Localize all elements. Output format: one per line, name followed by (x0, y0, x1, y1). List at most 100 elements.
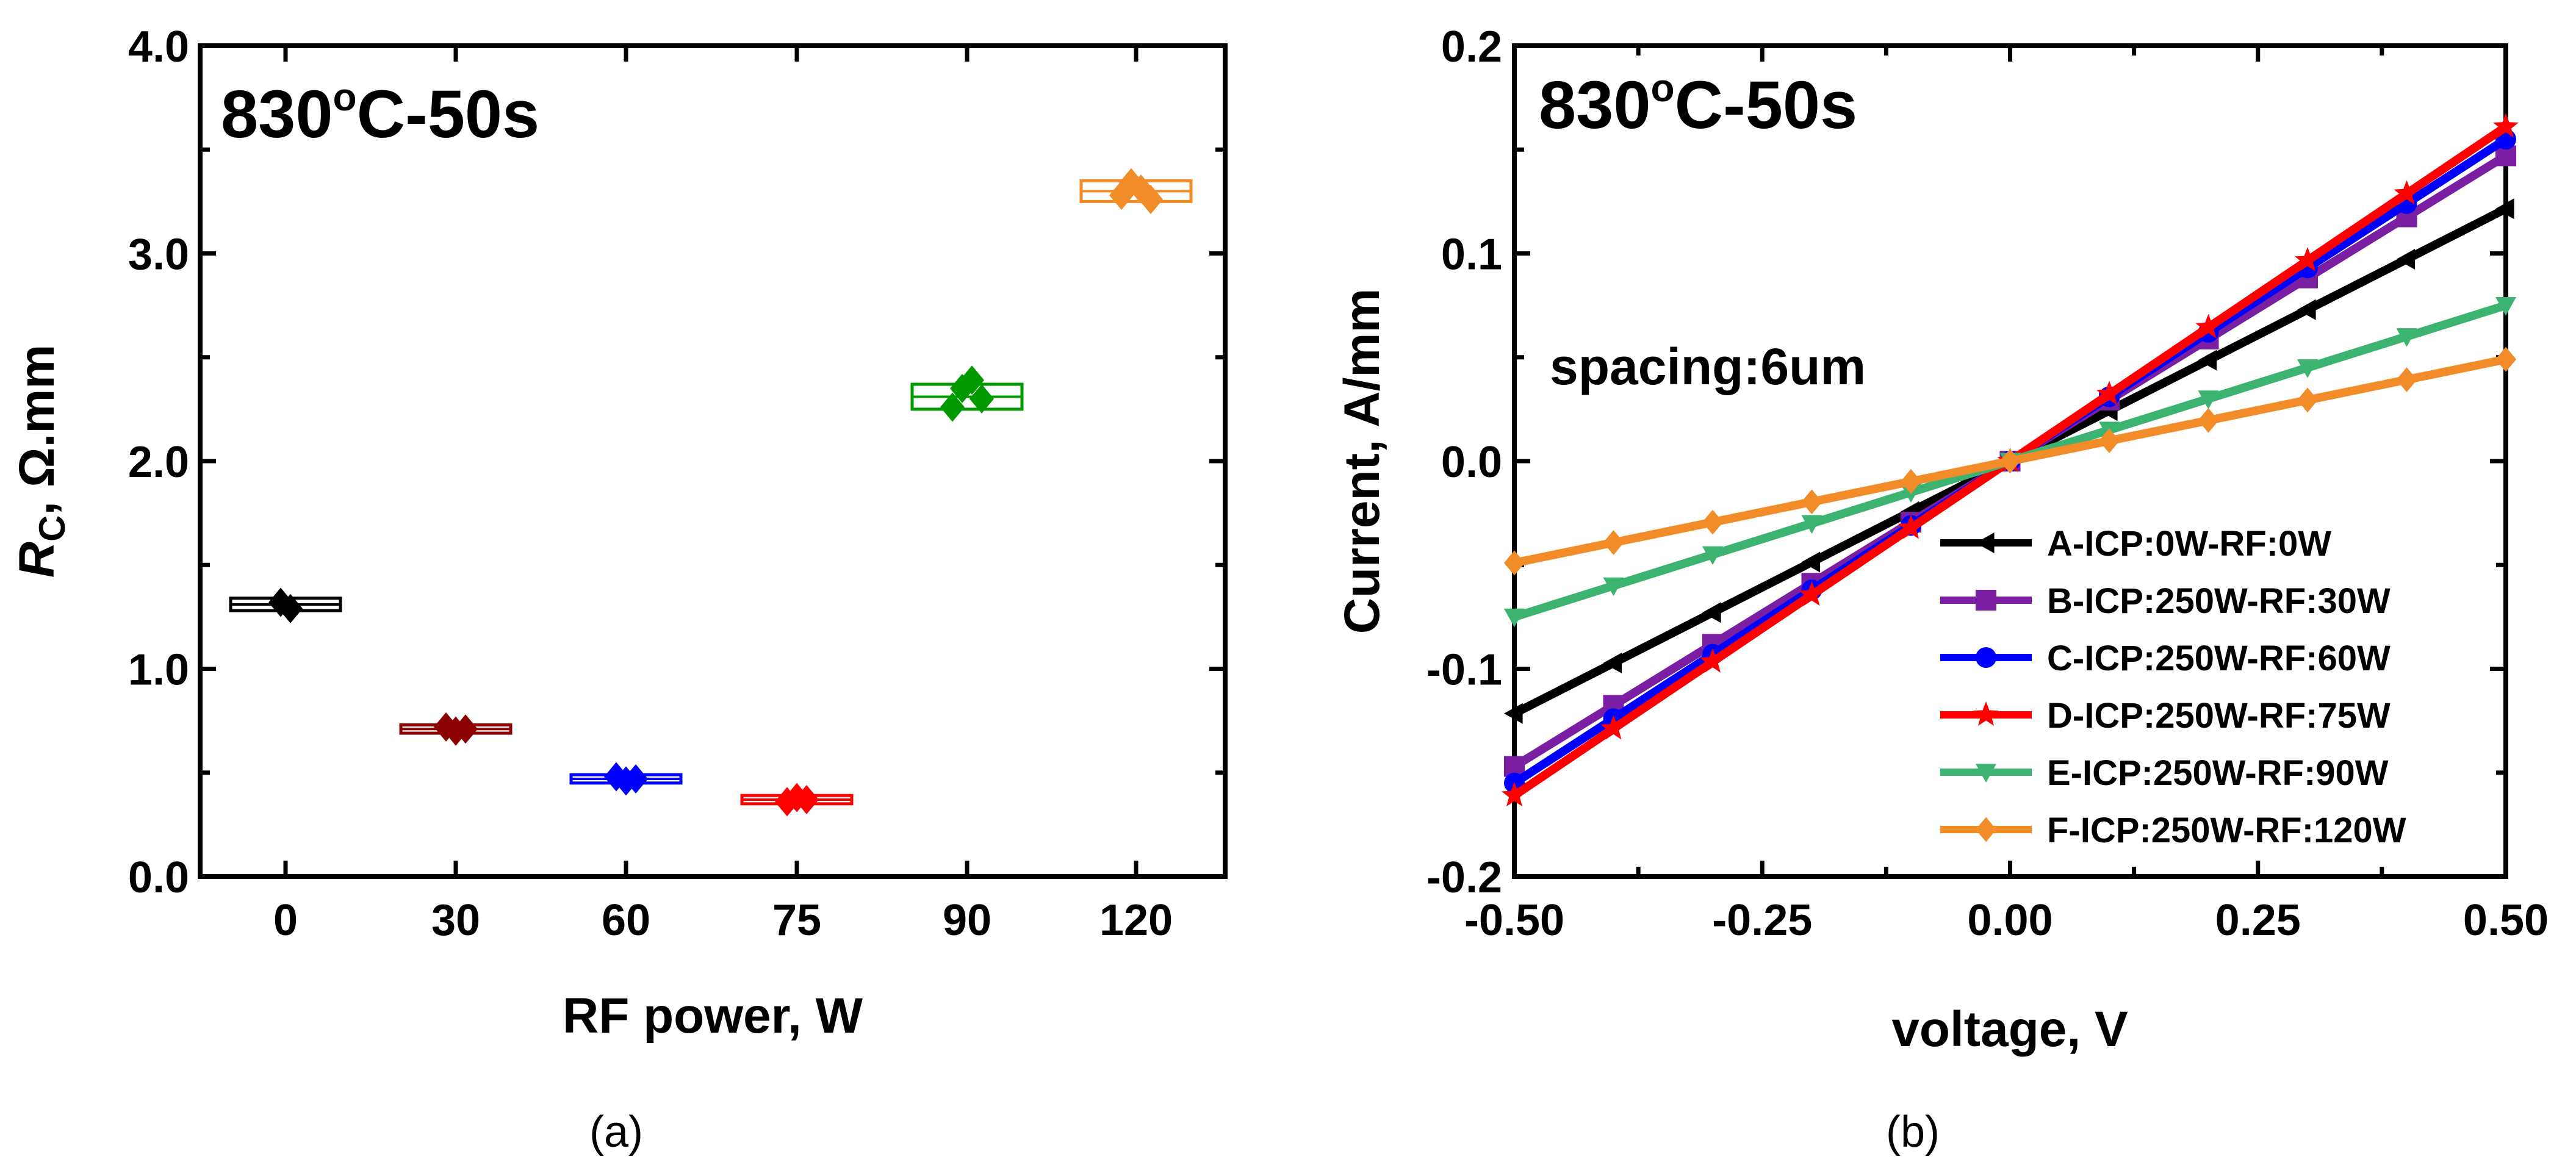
y-tick-label-b: 0.1 (1441, 231, 1502, 279)
annotation-a: 830oC-50s (221, 75, 539, 152)
series-marker (1901, 468, 1921, 494)
x-tick-label-b: -0.50 (1464, 896, 1564, 945)
series-marker (1501, 782, 1528, 807)
data-point-90 (960, 365, 984, 395)
x-tick-label-a: 0 (273, 896, 298, 945)
series-marker (2495, 198, 2514, 220)
legend-marker (1973, 701, 1999, 726)
data-point-60 (624, 764, 648, 794)
series-marker (2198, 407, 2219, 433)
data-point-30 (453, 714, 478, 744)
legend-marker (1976, 532, 1995, 553)
data-point-75 (794, 785, 819, 815)
x-tick-label-b: 0.25 (2215, 896, 2301, 945)
y-tick-label-a: 4.0 (128, 23, 189, 71)
series-marker (2492, 113, 2519, 138)
legend-item: A-ICP:0W-RF:0W (1940, 524, 2331, 564)
series-marker (1999, 448, 2021, 474)
y-tick-label-a: 0.0 (128, 853, 189, 902)
series-marker (2396, 249, 2416, 270)
y-tick-label-a: 1.0 (128, 646, 189, 695)
legend-label: D-ICP:250W-RF:75W (2047, 696, 2391, 736)
series-marker (1504, 550, 1525, 576)
x-tick-label-a: 30 (431, 896, 480, 945)
series-marker (2198, 349, 2217, 371)
series-marker (2099, 428, 2120, 454)
data-point-120 (1139, 184, 1163, 214)
series-marker (2396, 367, 2417, 392)
caption-a: (a) (589, 1108, 643, 1156)
y-tick-label-b: 0.0 (1441, 438, 1502, 487)
y-tick-label-b: 0.2 (1441, 23, 1502, 71)
x-tick-label-a: 120 (1099, 896, 1173, 945)
spacing-note: spacing:6um (1550, 338, 1866, 395)
series-marker (2297, 299, 2316, 320)
legend-marker (1976, 590, 1996, 611)
series-marker (1801, 515, 1822, 534)
legend-label: E-ICP:250W-RF:90W (2047, 753, 2389, 793)
y-axis-title-b: Current, A/mm (1334, 289, 1390, 634)
series-marker (1898, 514, 1924, 539)
series-marker (1702, 509, 1723, 535)
legend-item: B-ICP:250W-RF:30W (1940, 581, 2391, 621)
panel-a: 0.0 1.0 2.0 3.0 4.0 0 30 60 75 90 120 830oC-50s RF… (9, 23, 1228, 1156)
series-marker (1504, 608, 1525, 628)
x-tick-label-a: 75 (772, 896, 821, 945)
legend-b: A-ICP:0W-RF:0W B-ICP:250W-RF:30W C-ICP:250… (1940, 524, 2406, 850)
series-b (1501, 113, 2519, 807)
series-marker (1799, 581, 1825, 606)
data-point-90 (970, 384, 994, 414)
legend-marker (1976, 817, 1996, 842)
annotation-b: 830oC-50s (1539, 66, 1857, 143)
series-marker (1603, 652, 1622, 673)
caption-b: (b) (1886, 1108, 1940, 1156)
x-axis-title-a: RF power, W (563, 988, 863, 1044)
data-point-90 (940, 392, 965, 422)
series-F-ICP:250W-RF:120W (1504, 346, 2516, 576)
axis-ticks-a: 0.0 1.0 2.0 3.0 4.0 0 30 60 75 90 120 (128, 23, 1225, 945)
series-marker (2198, 390, 2219, 409)
y-tick-label-b: -0.2 (1427, 853, 1502, 902)
plot-frame-a (198, 43, 1228, 879)
series-marker (1600, 715, 1627, 740)
x-tick-label-b: -0.25 (1712, 896, 1812, 945)
x-tick-label-a: 90 (943, 896, 991, 945)
boxes-a (229, 179, 1193, 806)
series-marker (2195, 314, 2222, 339)
legend-label: F-ICP:250W-RF:120W (2047, 811, 2406, 850)
series-marker (1603, 530, 1624, 555)
series-marker (2495, 346, 2516, 372)
series-marker (1702, 546, 1723, 565)
series-marker (2396, 328, 2417, 347)
axis-ticks-b: -0.2 -0.1 0.0 0.1 0.2 -0.50 -0.25 0.00 0.25 0.50 (1427, 23, 2549, 945)
series-marker (1603, 577, 1624, 597)
y-tick-label-a: 2.0 (128, 438, 189, 487)
series-marker (1801, 489, 1822, 515)
legend-item: C-ICP:250W-RF:60W (1940, 639, 2391, 678)
points-a (268, 168, 1163, 817)
series-marker (2294, 246, 2321, 271)
legend-item: E-ICP:250W-RF:90W (1940, 753, 2389, 793)
series-marker (1699, 648, 1726, 673)
legend-label: A-ICP:0W-RF:0W (2047, 524, 2331, 564)
series-marker (1702, 602, 1721, 623)
series-marker (2096, 381, 2123, 406)
y-tick-label-b: -0.1 (1427, 646, 1502, 695)
legend-label: B-ICP:250W-RF:30W (2047, 581, 2391, 621)
y-tick-label-a: 3.0 (128, 231, 189, 279)
series-marker (2495, 297, 2516, 316)
y-axis-title-a: RC, Ω.mm (9, 345, 73, 578)
x-tick-label-b: 0.00 (1967, 896, 2053, 945)
legend-label: C-ICP:250W-RF:60W (2047, 639, 2391, 678)
series-marker (2394, 180, 2420, 205)
panel-b: -0.2-0.10.00.10.2-0.50 -0.25 0.00 0.25 0.50 … (1334, 23, 2549, 1156)
legend-item: D-ICP:250W-RF:75W (1940, 696, 2391, 736)
legend-marker (1976, 647, 1996, 668)
data-point-0 (278, 593, 303, 623)
series-marker (1801, 551, 1821, 573)
x-tick-label-b: 0.50 (2463, 896, 2549, 945)
x-axis-title-b: voltage, V (1891, 1002, 2128, 1057)
series-marker (2297, 359, 2318, 378)
series-marker (2297, 387, 2318, 413)
